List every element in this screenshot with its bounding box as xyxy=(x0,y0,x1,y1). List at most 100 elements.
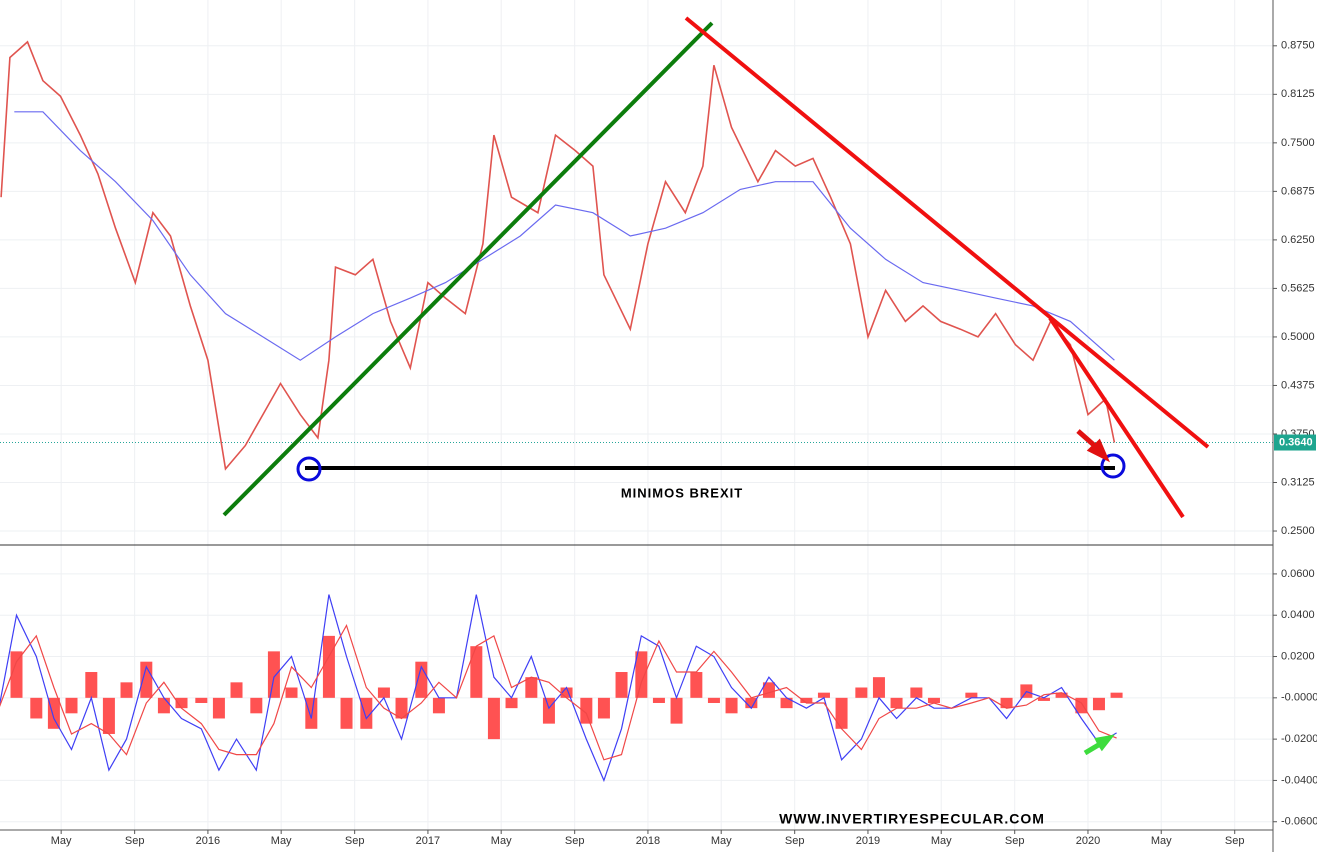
x-tick-label: May xyxy=(51,835,72,847)
histogram-bar xyxy=(340,697,353,729)
histogram-bar xyxy=(360,697,373,729)
histogram-bar xyxy=(1110,692,1123,698)
x-tick-label: Sep xyxy=(125,835,145,847)
x-tick-label: May xyxy=(711,835,732,847)
x-tick-label: 2018 xyxy=(636,835,660,847)
y-tick-label: -0.0400 xyxy=(1281,774,1317,786)
y-tick-label: 0.8750 xyxy=(1281,40,1315,52)
histogram-bar xyxy=(85,672,98,698)
histogram-bar xyxy=(157,697,170,714)
y-tick-label: 0.5000 xyxy=(1281,331,1315,343)
x-tick-label: Sep xyxy=(565,835,585,847)
histogram-bar xyxy=(1037,697,1050,701)
histogram-bar xyxy=(525,677,538,698)
histogram-bar xyxy=(230,682,243,698)
y-tick-label: 0.0600 xyxy=(1281,568,1315,580)
x-tick-label: 2019 xyxy=(856,835,880,847)
y-tick-label: 0.4375 xyxy=(1281,379,1315,391)
last-price-label: 0.3640 xyxy=(1279,436,1313,448)
drawings xyxy=(222,16,1210,756)
histogram-bar xyxy=(505,697,518,709)
histogram-bar xyxy=(597,697,610,719)
histogram-bar xyxy=(470,646,483,698)
histogram-bar xyxy=(305,697,318,729)
y-tick-label: 0.6875 xyxy=(1281,185,1315,197)
histogram-bar xyxy=(800,697,813,703)
histogram-bar xyxy=(560,687,573,698)
x-tick-label: May xyxy=(491,835,512,847)
red-arrow xyxy=(1076,429,1110,463)
histogram-bar xyxy=(580,697,593,724)
histogram-bar xyxy=(395,697,408,719)
circle-marker xyxy=(296,456,322,482)
histogram-bar xyxy=(65,697,78,714)
x-tick-label: May xyxy=(931,835,952,847)
circle-marker xyxy=(1100,453,1126,479)
histogram-bar xyxy=(542,697,555,724)
x-tick-label: Sep xyxy=(1005,835,1025,847)
y-tick-label: 0.0400 xyxy=(1281,609,1315,621)
histogram-bar xyxy=(415,661,428,698)
series-line xyxy=(0,624,1117,761)
y-tick-label: 0.0200 xyxy=(1281,650,1315,662)
histogram-bar xyxy=(965,692,978,698)
red-trendline xyxy=(1048,316,1185,519)
y-tick-label: 0.3125 xyxy=(1281,476,1315,488)
histogram-bar xyxy=(817,692,830,698)
x-tick-label: 2017 xyxy=(416,835,440,847)
histogram-bar xyxy=(195,697,208,703)
y-tick-label: 0.8125 xyxy=(1281,88,1315,100)
histogram-bar xyxy=(30,697,43,719)
green-arrow xyxy=(1083,734,1115,756)
histogram-bar xyxy=(615,672,628,698)
histogram-bar xyxy=(10,651,23,698)
y-tick-label: 0.7500 xyxy=(1281,137,1315,149)
histogram-bar xyxy=(212,697,225,719)
histogram-bar xyxy=(835,697,848,729)
series-line xyxy=(14,111,1115,361)
y-tick-label: 0.2500 xyxy=(1281,525,1315,537)
watermark: WWW.INVERTIRYESPECULAR.COM xyxy=(779,811,1045,827)
annotation: MINIMOS BREXIT xyxy=(621,485,743,500)
histogram-bar xyxy=(47,697,60,729)
histogram-bar xyxy=(250,697,263,714)
x-tick-label: Sep xyxy=(1225,835,1245,847)
histogram-bar xyxy=(322,635,335,698)
series-line xyxy=(0,40,1116,471)
histogram-bar xyxy=(745,697,758,709)
x-tick-label: 2016 xyxy=(196,835,220,847)
histogram-bar xyxy=(927,697,940,703)
green-trendline xyxy=(222,21,714,517)
y-tick-label: -0.0200 xyxy=(1281,733,1317,745)
x-tick-label: May xyxy=(1151,835,1172,847)
histogram-bar xyxy=(267,651,280,698)
red-trendline xyxy=(684,16,1210,449)
histogram-bar xyxy=(855,687,868,698)
histogram-bar xyxy=(872,677,885,698)
histogram-bar xyxy=(690,672,703,698)
histogram-bar xyxy=(175,697,188,709)
histogram-bar xyxy=(377,687,390,698)
histogram-bar xyxy=(432,697,445,714)
histogram-bar xyxy=(725,697,738,714)
histogram-bar xyxy=(652,697,665,703)
histogram-bar xyxy=(102,697,115,734)
histogram-bar xyxy=(1055,692,1068,698)
histogram-bar xyxy=(1000,697,1013,709)
x-tick-label: May xyxy=(271,835,292,847)
y-tick-label: -0.0600 xyxy=(1281,816,1317,828)
histogram-bar xyxy=(487,697,500,740)
histogram-bar xyxy=(780,697,793,709)
x-tick-label: Sep xyxy=(345,835,365,847)
histogram-bar xyxy=(1092,697,1105,711)
last-price-box xyxy=(1274,434,1316,451)
histogram-bar xyxy=(120,682,133,698)
x-tick-label: 2020 xyxy=(1076,835,1100,847)
y-tick-label: 0.5625 xyxy=(1281,282,1315,294)
histogram-bar xyxy=(140,661,153,698)
x-tick-label: Sep xyxy=(785,835,805,847)
histogram-bar xyxy=(670,697,683,724)
histogram-bar xyxy=(707,697,720,703)
y-tick-label: 0.6250 xyxy=(1281,234,1315,246)
